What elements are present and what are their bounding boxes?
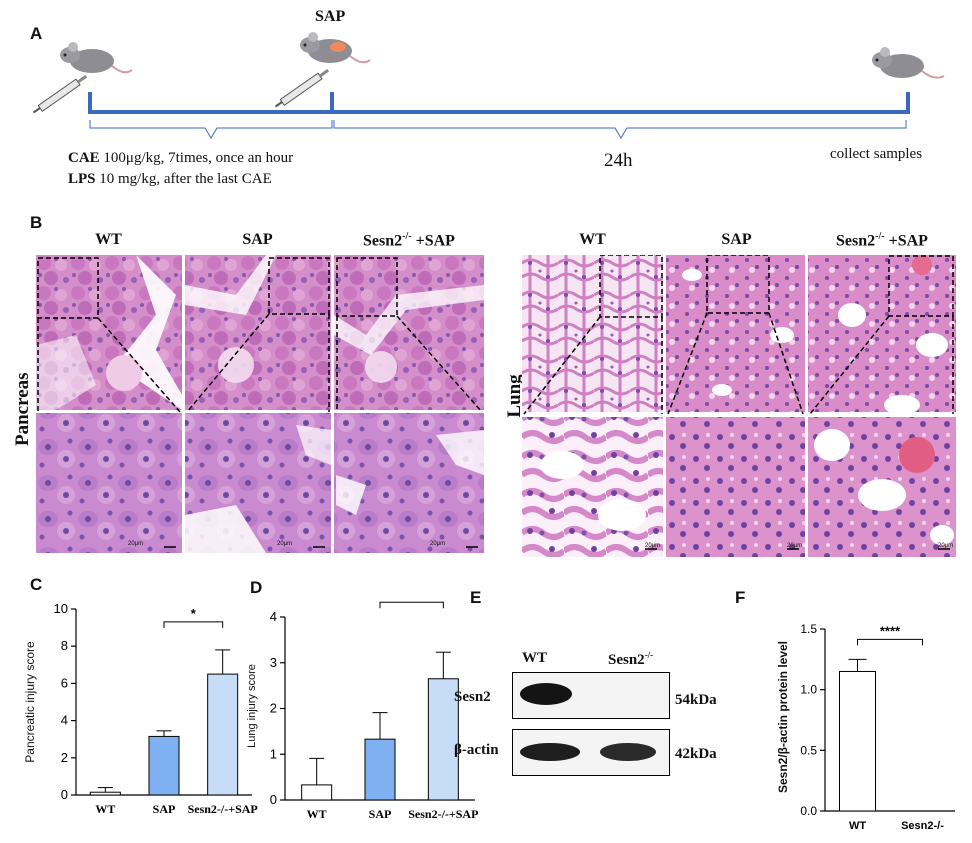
panel-label-a: A — [30, 24, 43, 43]
bar — [301, 784, 333, 801]
y-tick-label: 8 — [61, 638, 68, 653]
y-tick-label: 1.0 — [800, 683, 817, 697]
bar — [89, 791, 121, 796]
bar — [364, 738, 396, 801]
x-tick-label: SAP — [369, 807, 392, 821]
scalebar-label: 20μm — [128, 541, 144, 547]
mouse-icon-end — [872, 47, 945, 79]
y-tick-label: 1 — [270, 746, 277, 761]
western-mw-42: 42kDa — [675, 746, 717, 762]
panel-label-f: F — [735, 588, 746, 607]
lung-wt-high-image — [522, 417, 663, 557]
significance-bracket — [379, 601, 444, 609]
duration-label: 24h — [604, 150, 633, 171]
x-tick-label: WT — [849, 820, 866, 832]
timeline-diagram — [32, 32, 945, 139]
chart-d-lung-score: 0 1 2 3 4 WT SAP Sesn2-/-+SAP * — [270, 600, 479, 821]
y-tick-label: 6 — [61, 675, 68, 690]
lps-bold: LPS — [68, 171, 96, 187]
bar — [207, 673, 239, 796]
cae-protocol-text: CAE 100μg/kg, 7times, once an hour LPS 1… — [68, 148, 293, 190]
western-col-wt: WT — [522, 650, 548, 666]
pancreas-col-sap: SAP — [242, 231, 273, 248]
lung-col-wt: WT — [579, 231, 606, 248]
bar — [148, 735, 180, 796]
brace-cae — [89, 120, 333, 139]
y-tick-label: 0.5 — [800, 743, 817, 757]
sap-timepoint-label: SAP — [315, 8, 346, 25]
brace-24h — [333, 120, 907, 139]
western-mw-54: 54kDa — [675, 692, 717, 708]
x-tick-label: Sesn2-/-+SAP — [188, 802, 258, 816]
y-tick-label: 0 — [61, 787, 68, 802]
significance-label: * — [191, 606, 197, 621]
band-bactin-wt — [520, 743, 580, 761]
x-tick-label: WT — [307, 807, 327, 821]
band-bactin-ko — [600, 743, 656, 761]
bar — [839, 670, 876, 812]
cae-dose: 100μg/kg, 7times, once an hour — [99, 150, 294, 166]
cae-bold: CAE — [68, 150, 100, 166]
panel-label-b: B — [30, 213, 43, 232]
syringe-icon-start — [32, 75, 88, 114]
pancreas-col-ko: Sesn2-/- +SAP — [363, 231, 455, 250]
western-blot — [512, 672, 670, 776]
y-tick-label: 2 — [61, 750, 68, 765]
y-tick-label: 0.0 — [800, 804, 817, 818]
significance-bracket — [857, 638, 923, 646]
y-tick-label: 2 — [270, 701, 277, 716]
band-sesn2-wt — [520, 683, 572, 705]
lung-wt-low-image — [522, 255, 663, 412]
scalebar-label: 20μm — [277, 541, 293, 547]
x-tick-label: WT — [95, 802, 115, 816]
bar — [427, 678, 459, 801]
pancreas-row-title: Pancreas — [12, 372, 33, 446]
syringe-icon-sap — [274, 69, 330, 108]
western-row-sesn2: Sesn2 — [454, 689, 491, 705]
panel-label-c: C — [30, 575, 43, 594]
y-tick-label: 3 — [270, 655, 277, 670]
x-tick-label: Sesn2-/-+SAP — [408, 807, 478, 821]
chart-c-ylabel: Pancreatic injury score — [23, 641, 37, 763]
panel-label-e: E — [470, 588, 482, 607]
x-tick-label: SAP — [153, 802, 176, 816]
mouse-icon-sap — [300, 32, 371, 64]
scalebar-label: 20μm — [430, 541, 446, 547]
y-tick-label: 4 — [61, 713, 68, 728]
chart-c-pancreatic-score: 0 2 4 6 8 10 WT SAP Sesn2-/-+SAP * — [54, 601, 258, 816]
x-tick-label: Sesn2-/- — [901, 820, 944, 832]
y-tick-label: 0 — [270, 792, 277, 807]
lung-col-ko: Sesn2-/- +SAP — [836, 231, 928, 250]
significance-label: **** — [880, 623, 901, 638]
lung-sap-high-image — [666, 417, 805, 557]
pancreas-wt-high-image — [36, 413, 182, 553]
significance-label: * — [409, 600, 415, 601]
y-tick-label: 10 — [54, 601, 68, 616]
mouse-icon-start — [60, 42, 133, 74]
chart-f-protein-level: 0.0 0.5 1.0 1.5 WT Sesn2-/- **** — [800, 622, 955, 832]
y-tick-label: 1.5 — [800, 622, 817, 636]
significance-bracket — [163, 621, 224, 628]
collect-samples-label: collect samples — [830, 146, 923, 162]
pancreas-col-wt: WT — [95, 231, 122, 248]
lps-dose: 10 mg/kg, after the last CAE — [95, 171, 272, 187]
panel-label-d: D — [250, 578, 263, 597]
y-tick-label: 4 — [270, 609, 277, 624]
scalebar-label: 20μm — [787, 543, 803, 549]
scalebar-label: 20μm — [645, 543, 661, 549]
lung-col-sap: SAP — [721, 231, 752, 248]
western-row-bactin: β-actin — [454, 742, 499, 758]
pancreas-histology-grid — [36, 255, 484, 553]
scalebar-label: 20μm — [938, 543, 954, 549]
western-col-ko: Sesn2-/- — [608, 650, 654, 668]
lung-histology-grid — [522, 255, 956, 557]
